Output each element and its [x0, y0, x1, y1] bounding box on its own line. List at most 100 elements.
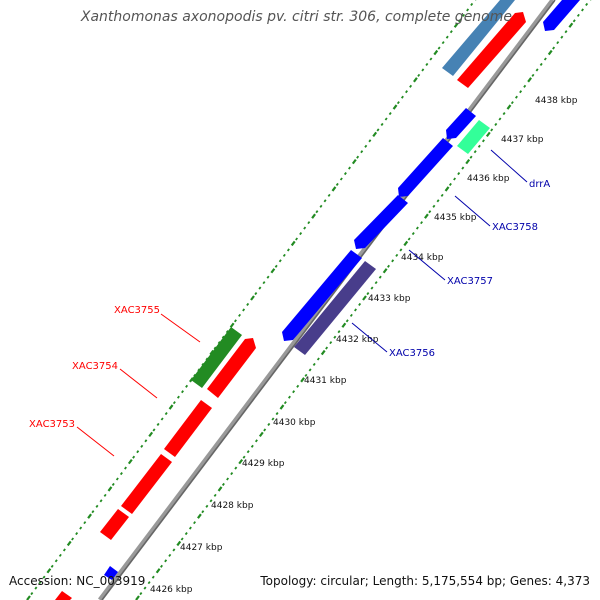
gene-forward-top[interactable] [457, 12, 526, 88]
inner-ring-tick [358, 302, 362, 306]
tick-label-4429: 4429 kbp [242, 459, 285, 469]
outer-ring-tick [319, 204, 323, 208]
leader-xac3755 [160, 313, 201, 343]
inner-ring-tick [556, 41, 560, 45]
inner-ring-tick [226, 477, 230, 481]
map-title: Xanthomonas axonopodis pv. citri str. 30… [80, 9, 512, 25]
label-drra[interactable]: drrA [529, 179, 550, 190]
outer-ring-tick [274, 264, 278, 268]
leader-xac3758 [454, 195, 491, 227]
gene-forward-bottom[interactable] [55, 591, 72, 600]
outer-ring-tick [348, 166, 351, 170]
outer-ring-tick [62, 548, 66, 552]
inner-ring-tick [432, 204, 436, 208]
outer-ring-tick [388, 112, 392, 116]
label-xac3756[interactable]: XAC3756 [389, 348, 435, 359]
gene-reverse-bottom[interactable] [104, 566, 118, 580]
label-xac3757[interactable]: XAC3757 [447, 276, 493, 287]
outer-ring-tick [372, 131, 378, 138]
gene-xac3757[interactable] [282, 250, 362, 341]
inner-ring-tick [514, 95, 518, 99]
outer-ring-tick [429, 57, 433, 61]
label-xac3754[interactable]: XAC3754 [72, 361, 118, 372]
inner-ring-tick [246, 450, 250, 454]
inner-ring-tick [316, 357, 320, 361]
inner-ring-tick [325, 346, 329, 350]
inner-ring-tick [180, 537, 184, 541]
inner-ring-tick [217, 486, 223, 492]
outer-ring-tick [400, 95, 404, 99]
label-xac3755[interactable]: XAC3755 [114, 305, 160, 316]
gene-drra[interactable] [457, 120, 490, 154]
gene-reverse-mid[interactable] [398, 138, 453, 197]
inner-ring-tick [387, 264, 390, 268]
inner-ring-tick [205, 504, 209, 508]
inner-ring-tick [184, 532, 188, 536]
inner-ring-tick [506, 104, 512, 110]
accession-text: Accession: NC_003919 [9, 574, 146, 588]
gene-xac3755[interactable] [191, 327, 242, 388]
inner-ring-tick [300, 377, 305, 383]
gene-xac3754[interactable] [207, 338, 256, 398]
inner-ring-tick [457, 172, 461, 176]
inner-ring-tick [197, 513, 202, 519]
outer-ring-tick [299, 232, 303, 236]
inner-ring-tick [465, 158, 471, 165]
inner-ring-tick [308, 368, 312, 372]
inner-ring-tick [201, 510, 205, 514]
outer-ring-tick [254, 292, 258, 296]
gene-reverse-upper[interactable] [446, 108, 476, 139]
inner-ring-tick [320, 349, 326, 356]
inner-ring-tick [337, 330, 341, 334]
inner-ring-tick [172, 548, 176, 552]
gene-xac3756[interactable] [294, 261, 376, 355]
gene-steelblue-top[interactable] [442, 0, 515, 76]
gene-forward-small[interactable] [100, 509, 129, 540]
gene-xac3753-b[interactable] [121, 454, 172, 514]
outer-ring-tick [91, 510, 95, 514]
outer-ring-tick [307, 221, 311, 225]
inner-ring-tick [448, 182, 452, 186]
inner-ring-tick [535, 68, 539, 72]
inner-ring-tick [155, 568, 161, 574]
outer-ring-tick [42, 575, 46, 579]
outer-ring-tick [282, 253, 286, 257]
outer-ring-tick [217, 341, 221, 345]
outer-ring-tick [221, 335, 225, 339]
outer-ring-tick [181, 390, 184, 394]
inner-ring-tick [560, 35, 564, 39]
inner-ring-tick [395, 253, 399, 257]
outer-ring-tick [246, 302, 250, 306]
tick-label-4433: 4433 kbp [368, 294, 411, 304]
gene-xac3753-a[interactable] [164, 400, 212, 457]
label-leaders [76, 149, 528, 457]
inner-ring-tick [168, 553, 172, 557]
inner-ring-tick [234, 466, 238, 470]
inner-ring-tick [349, 313, 353, 317]
outer-ring-tick [368, 139, 372, 143]
outer-ring-tick [115, 477, 119, 481]
inner-ring-tick [230, 472, 234, 476]
inner-ring-tick [585, 2, 589, 6]
outer-ring-tick [425, 62, 429, 66]
inner-ring-tick [250, 444, 254, 448]
inner-ring-tick [469, 155, 473, 159]
inner-ring-tick [424, 213, 429, 219]
inner-ring-tick [139, 592, 143, 596]
inner-ring-tick [399, 248, 403, 252]
outer-ring-tick [172, 401, 176, 405]
label-xac3758[interactable]: XAC3758 [492, 222, 538, 233]
outer-ring-tick [34, 586, 38, 590]
inner-ring-tick [147, 581, 151, 585]
outer-ring-tick [58, 553, 62, 557]
inner-ring-tick [494, 122, 498, 126]
outer-ring-tick [466, 8, 470, 12]
inner-ring-tick [523, 84, 527, 88]
gene-reverse-top[interactable] [543, 0, 580, 31]
gene-xac3758[interactable] [354, 195, 408, 249]
outer-ring-tick [315, 210, 319, 214]
label-xac3753[interactable]: XAC3753 [29, 419, 75, 430]
outer-ring-tick [250, 295, 255, 301]
inner-ring-tick [440, 193, 444, 197]
